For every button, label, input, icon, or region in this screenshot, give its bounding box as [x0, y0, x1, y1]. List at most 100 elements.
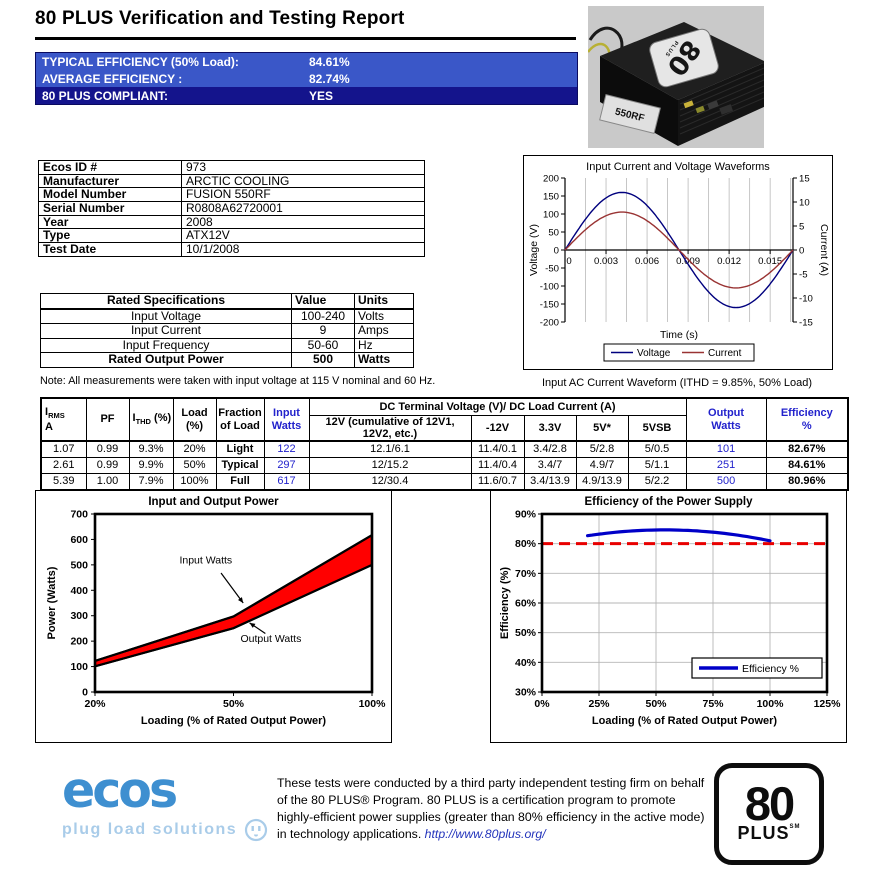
ecos-tagline: plug load solutions — [62, 821, 238, 838]
header-3v3: 3.3V — [523, 414, 577, 443]
table-row: Test Date 10/1/2008 — [38, 242, 425, 257]
table-row: Input Voltage 100-240 Volts — [40, 308, 414, 324]
tick-label: 150 — [543, 192, 559, 203]
efficiency-chart-title: Efficiency of the Power Supply — [584, 496, 753, 508]
input-watts-annotation: Input Watts — [179, 555, 232, 567]
header-5vsb: 5VSB — [627, 414, 687, 443]
info-label: Ecos ID # — [38, 160, 182, 175]
load-cell: 3.4/7 — [523, 457, 577, 475]
efficiency-legend: Efficiency % — [691, 657, 823, 679]
header-input-watts: Input Watts — [263, 397, 310, 443]
info-value: FUSION 550RF — [181, 187, 425, 203]
info-label: Year — [38, 214, 182, 230]
tick-label: 0 — [566, 256, 571, 267]
output-watts-annotation: Output Watts — [240, 633, 301, 645]
ecos-logo: ecos plug load solutions — [62, 766, 277, 842]
summary-row: AVERAGE EFFICIENCY : 82.74% — [36, 70, 577, 87]
legend-label: Efficiency % — [742, 663, 799, 675]
load-cell: 5.39 — [40, 473, 87, 491]
y-left-axis-title: Voltage (V) — [528, 224, 540, 276]
80plus-link[interactable]: http://www.80plus.org/ — [424, 826, 546, 841]
x-axis-title: Loading (% of Rated Output Power) — [141, 715, 326, 727]
table-row: Model Number FUSION 550RF — [38, 187, 425, 203]
tick-label: 100 — [70, 661, 88, 673]
specs-header-units: Units — [354, 293, 414, 310]
psu-80plus-sticker: 80 PLUS — [649, 28, 719, 88]
table-row: Rated Specifications Value Units — [40, 293, 414, 310]
summary-value: YES — [309, 88, 334, 103]
table-row: Ecos ID #973 — [38, 160, 425, 175]
load-cell: 500 — [685, 473, 767, 491]
psu-photo: 80 PLUS 550RF — [587, 6, 766, 148]
spec-name: Input Frequency — [40, 337, 292, 353]
info-value: ATX12V — [181, 228, 425, 244]
legend-label: Current — [708, 348, 742, 359]
info-label: Manufacturer — [38, 173, 182, 189]
summary-row: TYPICAL EFFICIENCY (50% Load): 84.61% — [36, 53, 577, 70]
table-row: Serial Number R0808A62720001 — [38, 201, 425, 216]
y-right-axis-title: Current (A) — [818, 224, 830, 276]
load-cell: 5/2.2 — [627, 473, 687, 491]
80plus-logo-number: 80 — [744, 776, 795, 830]
tick-label: 200 — [70, 636, 88, 648]
info-value: R0808A62720001 — [181, 201, 425, 216]
x-axis-title: Time (s) — [660, 329, 698, 341]
tick-label: 50% — [645, 698, 667, 710]
header-fraction: Fraction of Load — [215, 397, 265, 443]
product-info-table: Ecos ID #973 Manufacturer ARCTIC COOLING Mo… — [38, 160, 425, 257]
page-title: 80 PLUS Verification and Testing Report — [35, 8, 405, 29]
table-row: Rated Output Power 500 Watts — [40, 352, 414, 368]
tick-label: -150 — [540, 300, 559, 311]
tick-label: 0 — [554, 246, 559, 257]
load-cell: 4.9/13.9 — [575, 473, 629, 491]
load-cell: 5/1.1 — [627, 457, 687, 475]
info-value: ARCTIC COOLING — [181, 173, 425, 189]
y-axis-title: Efficiency (%) — [499, 567, 511, 639]
tick-label: 70% — [515, 568, 537, 580]
load-cell: 20% — [172, 440, 217, 459]
load-cell: 0.99 — [85, 440, 130, 459]
header-neg12v: -12V — [470, 414, 525, 443]
rated-specs-body: Input Voltage 100-240 Volts Input Current 9 A… — [40, 308, 414, 368]
load-cell: 617 — [263, 473, 310, 491]
summary-value: 84.61% — [309, 54, 350, 69]
spec-units: Amps — [354, 323, 414, 339]
table-row: IRMS A PF ITHD (%) Load (%) Fraction of L… — [40, 397, 849, 443]
load-cell: 82.67% — [765, 440, 849, 459]
tick-label: 80% — [515, 538, 537, 550]
summary-label: 80 PLUS COMPLIANT: — [42, 88, 169, 103]
power-chart-title: Input and Output Power — [148, 496, 279, 508]
header-pf: PF — [85, 397, 130, 443]
tick-label: -100 — [540, 282, 559, 293]
ecos-wordmark: ecos — [62, 762, 178, 819]
header-12v: 12V (cumulative of 12V1, 12V2, etc.) — [308, 414, 472, 443]
tick-label: 15 — [799, 174, 810, 185]
footer-description: These tests were conducted by a third pa… — [277, 775, 709, 843]
80plus-logo: 80 PLUS SM — [714, 763, 824, 865]
legend-box — [691, 657, 823, 679]
x-axis-title: Loading (% of Rated Output Power) — [592, 715, 777, 727]
spec-value: 9 — [291, 323, 355, 339]
load-cell: 12/15.2 — [308, 457, 472, 475]
spec-name: Rated Output Power — [40, 352, 292, 368]
load-cell: 4.9/7 — [575, 457, 629, 475]
tick-label: 100 — [543, 210, 559, 221]
power-chart-box: Input and Output Power 0 100 200 300 400 500 6… — [35, 490, 392, 743]
table-row: 2.61 0.99 9.9% 50% Typical 297 12/15.2 11.4/0.4… — [40, 457, 849, 475]
load-cell: Full — [215, 473, 265, 491]
info-value: 10/1/2008 — [181, 242, 425, 257]
tick-label: -200 — [540, 318, 559, 329]
outlet-icon — [245, 818, 268, 842]
efficiency-chart-box: Efficiency of the Power Supply 30% 40% 50%… — [490, 490, 847, 743]
arrowhead — [249, 622, 256, 628]
specs-header-name: Rated Specifications — [40, 293, 292, 310]
tick-label: 30% — [515, 687, 537, 699]
spec-value: 100-240 — [291, 308, 355, 324]
arrowhead — [237, 597, 244, 603]
rated-specs-table: Rated Specifications Value Units Input V… — [40, 293, 414, 368]
load-cell: 7.9% — [128, 473, 174, 491]
efficiency-curve — [586, 528, 772, 543]
tick-label: 0 — [799, 246, 804, 257]
tick-label: 60% — [515, 598, 537, 610]
